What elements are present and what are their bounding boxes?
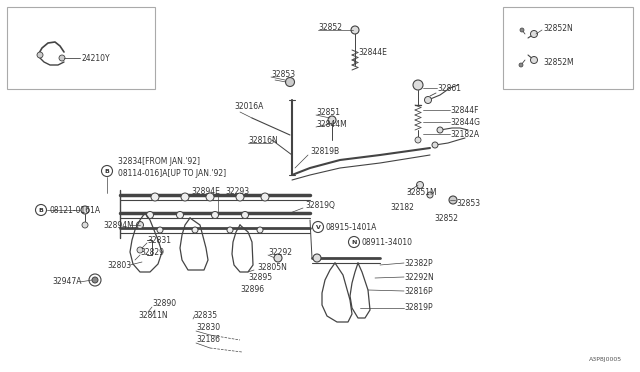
Text: 32182: 32182 [390, 202, 414, 212]
Text: 32947A: 32947A [52, 278, 81, 286]
Circle shape [136, 221, 143, 228]
Text: 32844G: 32844G [450, 118, 480, 126]
Circle shape [181, 193, 189, 201]
Text: 32835: 32835 [193, 311, 217, 321]
Circle shape [35, 205, 47, 215]
Text: N: N [351, 240, 356, 244]
Circle shape [437, 127, 443, 133]
Text: 32852M: 32852M [543, 58, 573, 67]
Text: 32016A: 32016A [234, 102, 264, 110]
Text: 32292N: 32292N [404, 273, 434, 282]
Text: 08121-0161A: 08121-0161A [50, 205, 101, 215]
Text: 08915-1401A: 08915-1401A [326, 222, 378, 231]
Text: 32851M: 32851M [406, 187, 436, 196]
Text: A3P8J0005: A3P8J0005 [589, 357, 622, 362]
Circle shape [236, 193, 244, 201]
Bar [7, 7, 155, 89]
Circle shape [417, 182, 424, 189]
Circle shape [261, 193, 269, 201]
Circle shape [313, 254, 321, 262]
Text: 32819B: 32819B [310, 147, 339, 155]
Circle shape [413, 80, 423, 90]
Circle shape [531, 57, 538, 64]
Circle shape [147, 212, 154, 218]
Circle shape [274, 254, 282, 262]
Text: 08114-016]A[UP TO JAN.'92]: 08114-016]A[UP TO JAN.'92] [118, 169, 226, 177]
Circle shape [157, 227, 163, 233]
Text: 32811N: 32811N [138, 311, 168, 321]
Text: 32803: 32803 [107, 260, 131, 269]
Circle shape [227, 227, 233, 233]
Circle shape [82, 222, 88, 228]
Text: 32831: 32831 [147, 235, 171, 244]
Text: 32292: 32292 [268, 247, 292, 257]
Text: 32805N: 32805N [257, 263, 287, 272]
Circle shape [59, 55, 65, 61]
Circle shape [102, 166, 113, 176]
Text: 32293: 32293 [225, 186, 249, 196]
Circle shape [449, 196, 457, 204]
Text: 32844E: 32844E [358, 48, 387, 57]
Circle shape [432, 142, 438, 148]
Text: 32829: 32829 [140, 247, 164, 257]
Bar [503, 7, 633, 89]
Circle shape [427, 192, 433, 198]
Text: 32830: 32830 [196, 324, 220, 333]
Text: 32894M: 32894M [103, 221, 134, 230]
Text: 24210Y: 24210Y [82, 54, 111, 62]
Circle shape [349, 237, 360, 247]
Text: 32853: 32853 [271, 70, 295, 78]
Circle shape [37, 52, 43, 58]
Circle shape [81, 206, 89, 214]
Text: 32851: 32851 [316, 108, 340, 116]
Text: 32186: 32186 [196, 336, 220, 344]
Text: 32382P: 32382P [404, 259, 433, 267]
Text: 32182A: 32182A [450, 129, 479, 138]
Text: V: V [316, 224, 321, 230]
Text: 32816P: 32816P [404, 286, 433, 295]
Text: 32861: 32861 [437, 83, 461, 93]
Circle shape [151, 193, 159, 201]
Text: 32844M: 32844M [316, 119, 347, 128]
Text: B: B [104, 169, 109, 173]
Circle shape [531, 31, 538, 38]
Text: 32819Q: 32819Q [305, 201, 335, 209]
Circle shape [415, 137, 421, 143]
Text: 32890: 32890 [152, 299, 176, 308]
Circle shape [351, 26, 359, 34]
Text: 32896: 32896 [240, 285, 264, 295]
Text: 32816N: 32816N [248, 135, 278, 144]
Text: B: B [38, 208, 44, 212]
Text: 08911-34010: 08911-34010 [362, 237, 413, 247]
Text: 32894E: 32894E [191, 186, 220, 196]
Circle shape [520, 28, 524, 32]
Text: 32834[FROM JAN.'92]: 32834[FROM JAN.'92] [118, 157, 200, 166]
Circle shape [137, 247, 143, 253]
Text: 32852: 32852 [434, 214, 458, 222]
Circle shape [241, 212, 248, 218]
Circle shape [206, 193, 214, 201]
Text: 32895: 32895 [248, 273, 272, 282]
Circle shape [285, 77, 294, 87]
Circle shape [192, 227, 198, 233]
Circle shape [177, 212, 184, 218]
Text: 32819P: 32819P [404, 304, 433, 312]
Circle shape [424, 96, 431, 103]
Text: 32853: 32853 [456, 199, 480, 208]
Circle shape [257, 227, 263, 233]
Circle shape [211, 212, 218, 218]
Circle shape [92, 277, 98, 283]
Circle shape [519, 63, 523, 67]
Text: 32844F: 32844F [450, 106, 479, 115]
Circle shape [312, 221, 323, 232]
Text: 32852: 32852 [318, 22, 342, 32]
Circle shape [328, 116, 336, 124]
Text: 32852N: 32852N [543, 23, 573, 32]
